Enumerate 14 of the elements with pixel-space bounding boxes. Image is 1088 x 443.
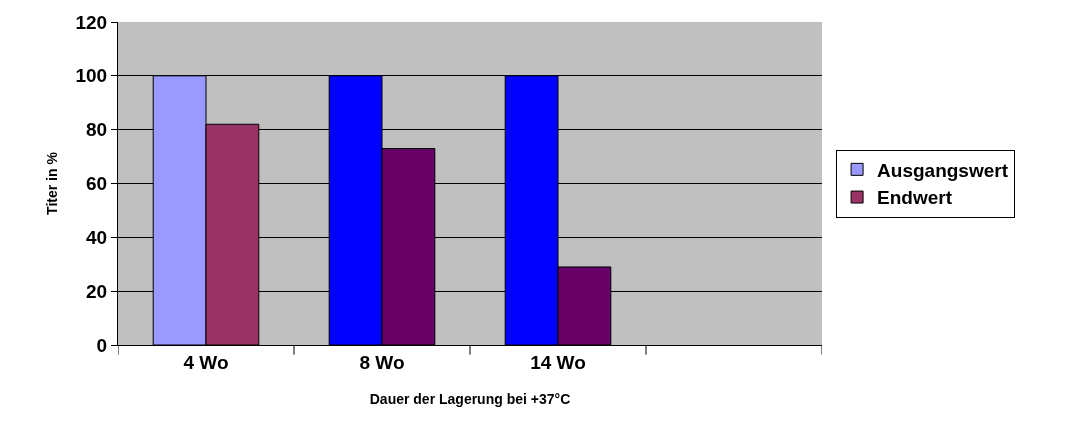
x-tick-label: 14 Wo: [530, 351, 586, 373]
y-tick-label: 80: [86, 119, 108, 141]
y-tick-label: 60: [86, 173, 108, 195]
y-tick-label: 20: [86, 280, 108, 302]
legend-label: Ausgangswert: [877, 159, 1009, 181]
x-tick-label: 4 Wo: [183, 351, 229, 373]
legend-label: Endwert: [877, 187, 953, 209]
y-tick-label: 0: [96, 334, 108, 356]
y-tick-label: 120: [75, 11, 108, 33]
x-axis-title: Dauer der Lagerung bei +37°C: [369, 391, 571, 408]
x-tick-label: 8 Wo: [359, 351, 405, 373]
y-tick-label: 100: [75, 65, 108, 87]
y-tick-label: 40: [86, 226, 108, 248]
y-axis-title: Titer in %: [44, 151, 61, 215]
